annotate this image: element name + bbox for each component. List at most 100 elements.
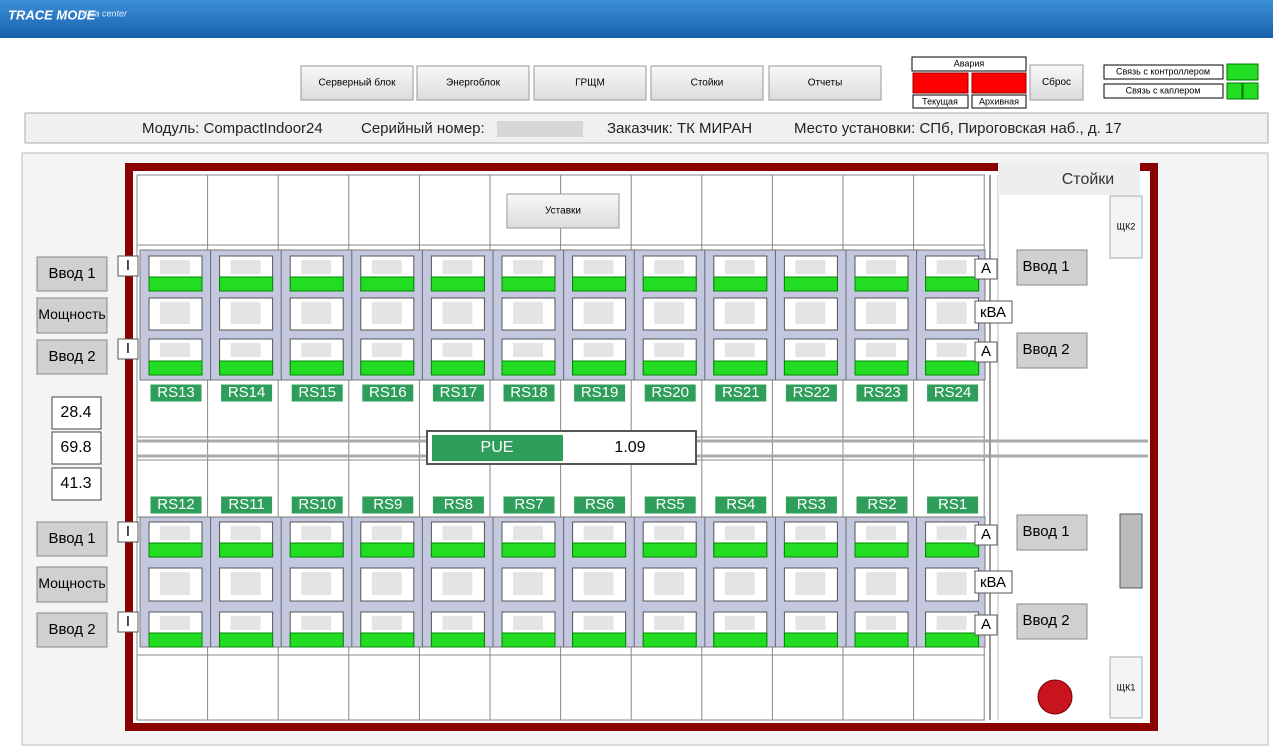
logo-sub: data center [82,8,128,18]
rack-label: RS8 [444,496,473,513]
current-symbol: I [126,257,130,274]
racks-title-box [998,163,1140,195]
rack-cell-blur [795,260,826,274]
rack-cell-blur [724,616,755,630]
rack-label: RS10 [298,496,336,513]
rack-cell-blur [866,572,896,595]
amp-unit: A [981,260,991,277]
rack-cell-blur [230,526,261,540]
rack-cell-blur [724,572,755,595]
link-status [1242,82,1259,100]
unit-box [117,521,139,543]
input-label-box [36,297,108,334]
input-label: Мощность [38,306,105,322]
rack-status-bar [360,632,415,648]
info-bar [24,112,1269,144]
rack-label: RS21 [722,384,760,401]
input-label: Ввод 1 [1022,523,1069,540]
rack-status-bar [572,542,627,558]
rack-tag [290,495,344,515]
rack-cell-blur [513,526,543,540]
rack-status-bar [572,360,627,376]
rack-tag [714,495,768,515]
rack-cell-blur [442,260,473,274]
rack-tag [361,495,415,515]
rack-cell-blur [301,572,332,595]
current-symbol: I [126,523,130,540]
rack-tag [290,383,344,403]
rack-status-bar [783,360,838,376]
nav-button-label: Стойки [691,78,724,89]
rack-cell-blur [654,260,685,274]
rack-label: RS15 [298,384,336,401]
rack-status-bar [289,360,344,376]
info-module: Модуль: CompactIndoor24 [142,120,323,137]
reading: 41.3 [60,475,91,492]
alarm-archive-label: Архивная [979,96,1019,106]
rack-cell-blur [442,343,473,357]
nav-button-label: ГРЩМ [575,78,605,89]
unit-box [117,611,139,633]
nav-button[interactable] [650,65,764,101]
nav-button[interactable] [300,65,414,101]
rack-tag [784,495,838,515]
rack-label: RS19 [581,384,619,401]
rack-status-bar [925,542,980,558]
input-label-box [36,566,108,603]
unit-box [974,341,998,363]
rack-status-bar [783,542,838,558]
reset-button[interactable] [1029,64,1084,101]
rack-status-bar [642,632,697,648]
nav-button[interactable] [533,65,647,101]
rack-label: RS23 [863,384,901,401]
rack-status-bar [642,360,697,376]
unit-box [974,300,1013,324]
rack-label: RS12 [157,496,195,513]
rack-cell-blur [230,616,261,630]
header-bar [0,0,1273,38]
reading-box [51,467,102,501]
rack-label: RS5 [656,496,685,513]
input-label: Ввод 2 [1022,341,1069,358]
rack-label: RS9 [373,496,402,513]
alarm-current [912,72,969,94]
input-button [1016,332,1088,369]
input-label: Ввод 1 [48,530,95,547]
shk1-label: ЩК1 [1117,682,1136,692]
shk2-label: ЩК2 [1117,221,1136,231]
setpoints-button[interactable] [506,193,620,229]
nav-button[interactable] [768,65,882,101]
setpoints-button-label: Уставки [545,206,581,217]
rack-cell-blur [513,302,543,324]
rack-status-bar [219,542,274,558]
rack-status-bar [713,632,768,648]
rack-cell-blur [866,616,896,630]
pue-label: PUE [481,439,514,456]
rack-cell-blur [442,616,473,630]
rack-label: RS14 [228,384,266,401]
pue-value: 1.09 [614,439,645,456]
alarm-lamp [1037,679,1073,715]
rack-tag [220,495,274,515]
rack-status-bar [501,360,556,376]
rack-tag [149,495,203,515]
link-label: Связь с каплером [1126,85,1201,95]
rack-cell-blur [724,302,755,324]
rack-status-bar [854,360,909,376]
rack-cell-blur [160,572,190,595]
rack-cell-blur [371,526,402,540]
rack-cell-blur [583,302,614,324]
rack-status-bar [572,632,627,648]
nav-button-label: Серверный блок [319,77,397,89]
nav-button[interactable] [416,65,530,101]
current-symbol: I [126,340,130,357]
input-label: Ввод 2 [1022,612,1069,629]
info-serial: Серийный номер: [361,120,485,137]
rack-label: RS6 [585,496,614,513]
rack-tag [573,495,627,515]
rack-cell-blur [654,572,685,595]
rack-status-bar [430,632,485,648]
rack-cell-blur [230,260,261,274]
link-box [1103,83,1224,99]
